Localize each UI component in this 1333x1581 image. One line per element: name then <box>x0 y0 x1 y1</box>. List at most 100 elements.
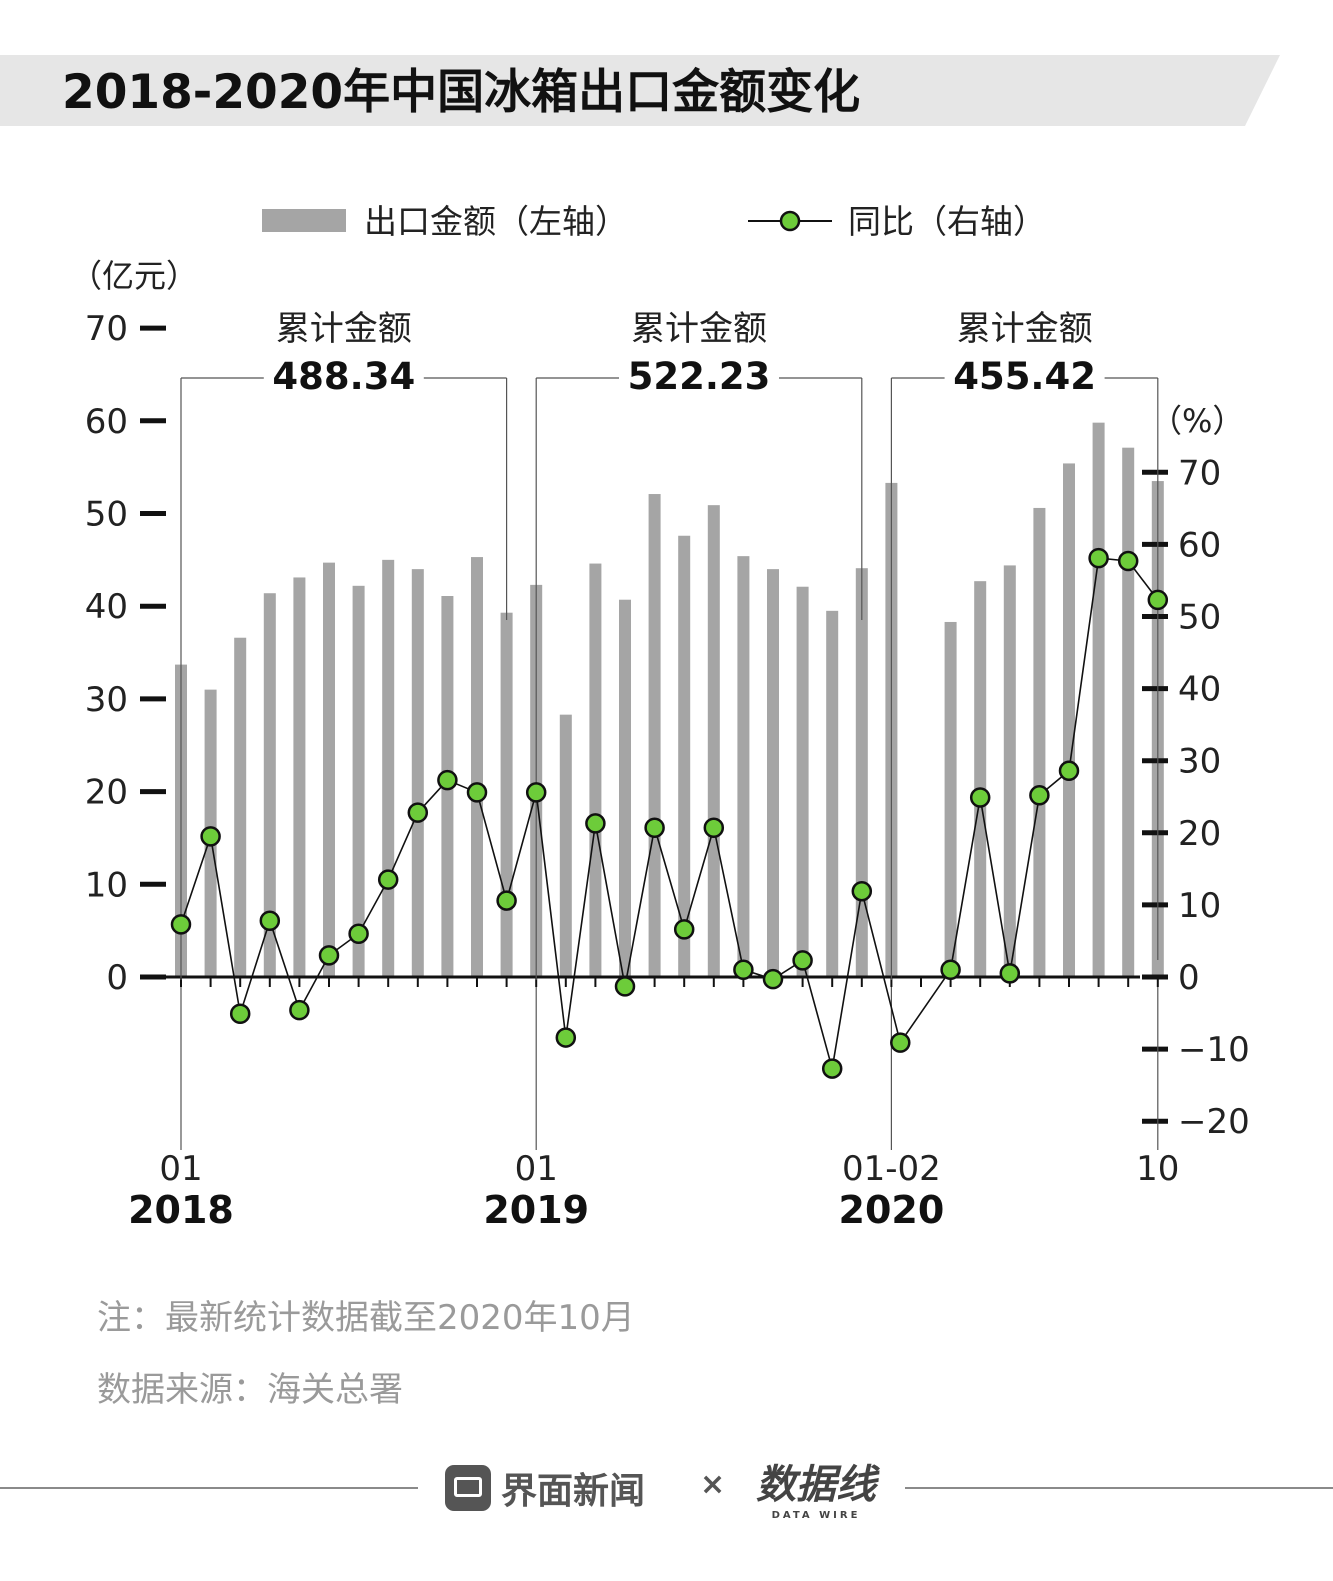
title-band <box>0 55 1280 126</box>
right-axis-unit: （%） <box>1150 402 1244 440</box>
footer-divider-right <box>905 1487 1333 1489</box>
legend-bar-swatch <box>262 209 346 232</box>
footer-separator: × <box>700 1467 726 1502</box>
cumulative-label-2018: 累计金额 <box>276 309 412 349</box>
year-label-2018: 2018 <box>128 1188 234 1232</box>
chart-title: 2018-2020年中国冰箱出口金额变化 <box>62 65 860 120</box>
yoy-point-2020-03 <box>940 959 961 981</box>
year-label-2020: 2020 <box>839 1188 945 1232</box>
yoy-point-2020-06 <box>1029 785 1050 806</box>
x-tick-label-1: 01 <box>515 1149 558 1189</box>
legend-bar-label: 出口金额（左轴） <box>364 202 628 241</box>
data-source: 数据来源：海关总署 <box>97 1370 403 1410</box>
right-tick-label-60: 60 <box>1178 525 1221 565</box>
bar-2019-07 <box>707 505 720 977</box>
bar-2018-08 <box>382 559 395 977</box>
legend-line-label: 同比（右轴） <box>848 202 1046 241</box>
bar-2018-06 <box>323 562 335 977</box>
yoy-point-2018-10 <box>437 769 458 791</box>
yoy-point-2018-11 <box>466 782 488 803</box>
bar-2020-08 <box>1092 422 1105 977</box>
brand-right-text: 数据线 <box>756 1462 876 1508</box>
yoy-point-2019-02 <box>555 1027 577 1048</box>
bar-2020-07 <box>1063 463 1075 977</box>
yoy-point-2020-04 <box>969 787 991 808</box>
left-axis-unit: （亿元） <box>70 257 198 295</box>
left-tick-label-70: 70 <box>85 309 128 349</box>
x-tick-label-3: 10 <box>1136 1149 1179 1189</box>
footer-divider-left <box>0 1487 418 1489</box>
bar-2019-09 <box>767 569 779 977</box>
cumulative-value-2020: 455.42 <box>953 355 1096 398</box>
bar-2020-05 <box>1003 565 1016 977</box>
right-tick-label-20: 20 <box>1178 814 1221 854</box>
x-tick-label-0: 01 <box>159 1149 202 1189</box>
cumulative-label-2019: 累计金额 <box>631 309 767 349</box>
yoy-point-2019-01 <box>525 782 547 803</box>
left-tick-label-50: 50 <box>85 495 128 535</box>
yoy-point-2018-05 <box>289 999 310 1021</box>
bar-2020-06 <box>1033 507 1046 977</box>
left-tick-label-20: 20 <box>85 773 128 813</box>
left-tick-label-60: 60 <box>85 402 128 442</box>
yoy-point-2018-03 <box>229 1003 251 1025</box>
year-label-2019: 2019 <box>483 1188 589 1232</box>
cumulative-label-2020: 累计金额 <box>957 309 1093 349</box>
right-tick-label-40: 40 <box>1178 670 1221 710</box>
yoy-point-2018-02 <box>200 826 221 847</box>
left-tick-label-40: 40 <box>85 587 128 627</box>
yoy-point-2020-09 <box>1117 550 1139 572</box>
brand-left-icon <box>445 1465 491 1511</box>
legend-line-marker <box>779 210 801 232</box>
right-tick-label-10: 10 <box>1178 886 1221 926</box>
left-tick-label-30: 30 <box>85 680 128 720</box>
yoy-point-2019-05 <box>644 817 665 839</box>
yoy-point-2020-08 <box>1088 547 1109 569</box>
brand-left: 界面新闻 <box>445 1462 645 1514</box>
bar-2018-11 <box>471 557 483 977</box>
yoy-point-2020-07 <box>1058 760 1080 782</box>
yoy-point-2019-11 <box>821 1058 843 1079</box>
yoy-point-2018-07 <box>348 923 369 944</box>
yoy-point-2020-10 <box>1147 589 1169 611</box>
bar-2018-05 <box>293 577 306 977</box>
bar-2019-08 <box>737 556 750 977</box>
yoy-point-2019-04 <box>614 976 636 997</box>
brand-right-subtext: DATA WIRE <box>771 1510 861 1521</box>
brand-left-text: 界面新闻 <box>501 1471 646 1512</box>
right-tick-label-30: 30 <box>1178 742 1221 782</box>
yoy-point-2019-06 <box>673 919 695 940</box>
yoy-point-2018-04 <box>259 910 281 932</box>
yoy-point-2019-10 <box>792 950 813 971</box>
right-tick-label-0: 0 <box>1178 958 1200 998</box>
bar-2019-10 <box>796 586 809 977</box>
x-tick-label-2: 01-02 <box>842 1149 941 1189</box>
yoy-point-2018-09 <box>407 802 429 823</box>
bar-2020-09 <box>1122 447 1135 978</box>
bar-2020-03 <box>944 621 957 977</box>
right-tick-label--10: −10 <box>1178 1030 1250 1070</box>
yoy-point-2018-08 <box>377 869 399 890</box>
yoy-point-2020-01 <box>890 1032 911 1053</box>
bar-2018-04 <box>263 593 276 977</box>
yoy-point-2019-09 <box>762 968 784 990</box>
yoy-point-2019-03 <box>585 813 606 834</box>
yoy-point-2019-07 <box>703 817 725 839</box>
bar-2019-06 <box>678 535 691 977</box>
bar-2018-07 <box>352 585 365 977</box>
right-tick-label-50: 50 <box>1178 598 1221 638</box>
bar-2019-03 <box>589 563 602 977</box>
bar-2019-11 <box>826 610 839 977</box>
brand-right: 数据线 DATA WIRE <box>756 1452 876 1521</box>
bar-2018-09 <box>411 569 424 977</box>
bar-2018-03 <box>234 637 247 977</box>
cumulative-value-2019: 522.23 <box>628 355 771 398</box>
left-tick-label-0: 0 <box>106 958 128 998</box>
footnote: 注：最新统计数据截至2020年10月 <box>97 1298 635 1338</box>
yoy-point-2018-01 <box>170 914 192 935</box>
bar-2019-05 <box>648 494 661 977</box>
right-tick-label-70: 70 <box>1178 453 1221 493</box>
bar-2018-12 <box>500 612 513 977</box>
bar-2019-04 <box>619 599 631 977</box>
